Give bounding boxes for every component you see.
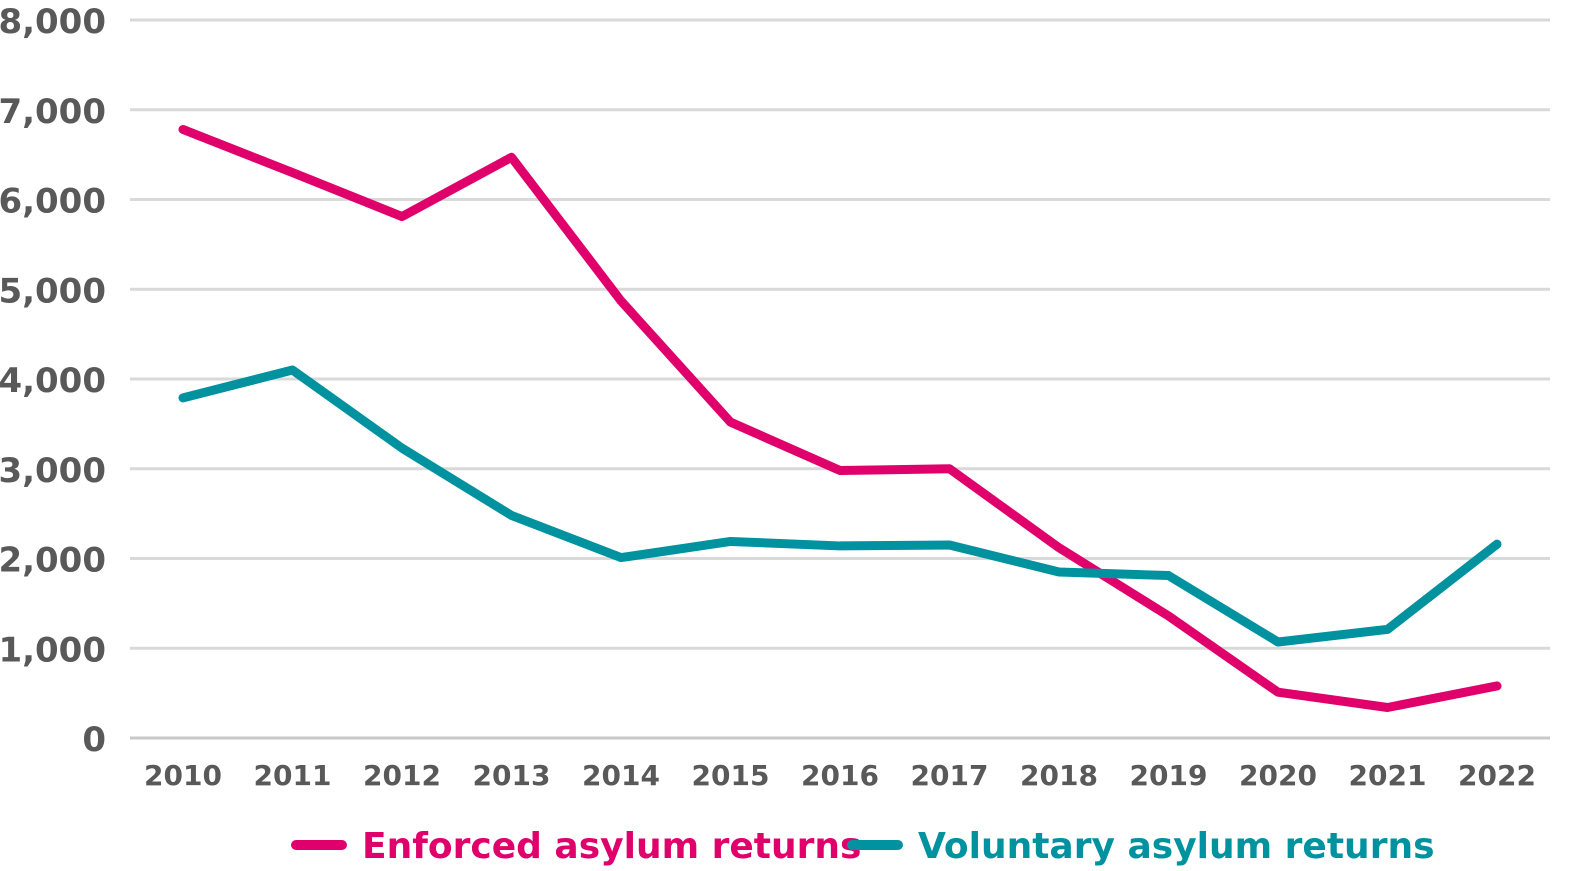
x-tick-label: 2020 bbox=[1239, 759, 1317, 792]
x-tick-label: 2018 bbox=[1020, 759, 1098, 792]
legend: Enforced asylum returns Voluntary asylum … bbox=[291, 826, 1435, 867]
legend-label: Voluntary asylum returns bbox=[918, 826, 1435, 867]
series-line-voluntary bbox=[178, 365, 1502, 647]
x-tick-label: 2014 bbox=[582, 759, 660, 792]
y-tick-label: 5,000 bbox=[0, 271, 106, 311]
x-tick-label: 2017 bbox=[911, 759, 989, 792]
legend-label: Enforced asylum returns bbox=[362, 826, 861, 867]
series-lines bbox=[178, 124, 1502, 712]
x-axis-tick-labels: 2010 2011 2012 2013 2014 2015 2016 2017 2018 2019… bbox=[144, 759, 1536, 792]
y-tick-label: 6,000 bbox=[0, 182, 106, 222]
x-tick-label: 2022 bbox=[1458, 759, 1536, 792]
y-tick-label: 3,000 bbox=[0, 451, 106, 491]
x-tick-label: 2011 bbox=[254, 759, 332, 792]
x-tick-label: 2019 bbox=[1130, 759, 1208, 792]
x-tick-label: 2021 bbox=[1349, 759, 1427, 792]
y-tick-label: 4,000 bbox=[0, 361, 106, 401]
x-tick-label: 2013 bbox=[473, 759, 551, 792]
x-tick-label: 2010 bbox=[144, 759, 222, 792]
y-tick-label: 8,000 bbox=[0, 2, 106, 42]
y-tick-label: 2,000 bbox=[0, 541, 106, 581]
gridlines bbox=[130, 18, 1550, 740]
y-tick-label: 0 bbox=[82, 720, 106, 760]
y-tick-label: 7,000 bbox=[0, 92, 106, 132]
x-tick-label: 2016 bbox=[801, 759, 879, 792]
series-line-enforced bbox=[178, 124, 1502, 712]
x-tick-label: 2015 bbox=[692, 759, 770, 792]
x-tick-label: 2012 bbox=[363, 759, 441, 792]
y-tick-label: 1,000 bbox=[0, 630, 106, 670]
y-axis-tick-labels: 0 1,000 2,000 3,000 4,000 5,000 6,000 7,000 8,00… bbox=[0, 2, 106, 760]
